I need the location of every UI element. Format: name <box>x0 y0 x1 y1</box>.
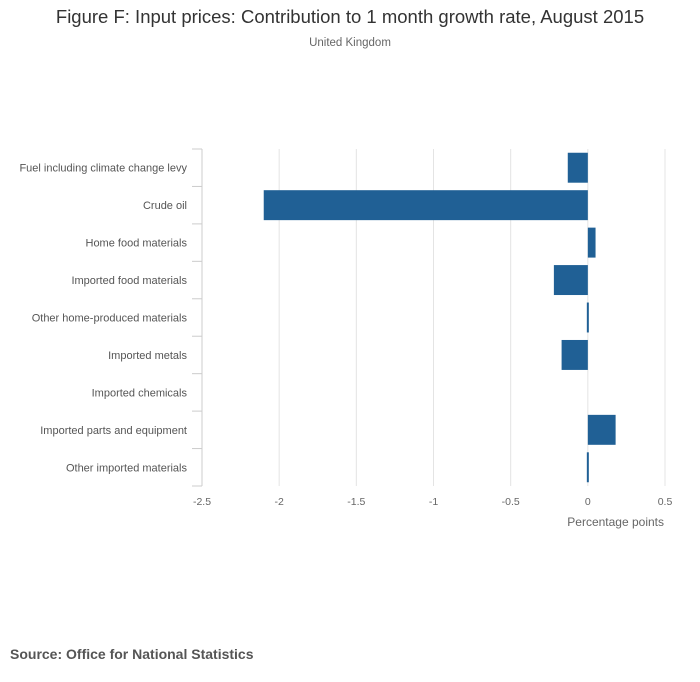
category-axis <box>192 148 203 487</box>
category-label: Home food materials <box>86 238 188 250</box>
category-label: Other imported materials <box>66 462 188 474</box>
x-tick-label: -1 <box>429 496 438 508</box>
x-tick-label: -1.5 <box>347 496 365 508</box>
bar <box>586 452 589 483</box>
x-tick-label: 0 <box>585 496 591 508</box>
x-tick-label: -0.5 <box>502 496 520 508</box>
x-tick-label: 0.5 <box>658 496 673 508</box>
source-note: Source: Office for National Statistics <box>10 646 254 662</box>
bar <box>553 265 588 296</box>
category-label: Imported parts and equipment <box>40 425 187 437</box>
category-label: Imported chemicals <box>92 387 188 399</box>
chart-subtitle: United Kingdom <box>309 37 391 49</box>
x-tick-label: -2 <box>274 496 283 508</box>
category-label: Fuel including climate change levy <box>19 163 187 175</box>
category-labels: Fuel including climate change levy Crude … <box>19 163 187 475</box>
category-label: Imported metals <box>108 350 187 362</box>
chart-title: Figure F: Input prices: Contribution to … <box>55 6 645 27</box>
bar <box>586 302 589 333</box>
x-tick-labels: -2.5 -2 -1.5 -1 -0.5 0 0.5 <box>193 496 672 508</box>
bar <box>587 227 596 258</box>
category-label: Imported food materials <box>71 275 187 287</box>
bar <box>567 152 588 183</box>
bar <box>263 190 588 221</box>
bar <box>561 339 588 370</box>
bar <box>587 414 616 445</box>
x-axis-title: Percentage points <box>567 515 664 529</box>
category-label: Other home-produced materials <box>32 313 188 325</box>
category-label: Crude oil <box>143 200 187 212</box>
bars <box>263 152 616 483</box>
x-tick-label: -2.5 <box>193 496 211 508</box>
